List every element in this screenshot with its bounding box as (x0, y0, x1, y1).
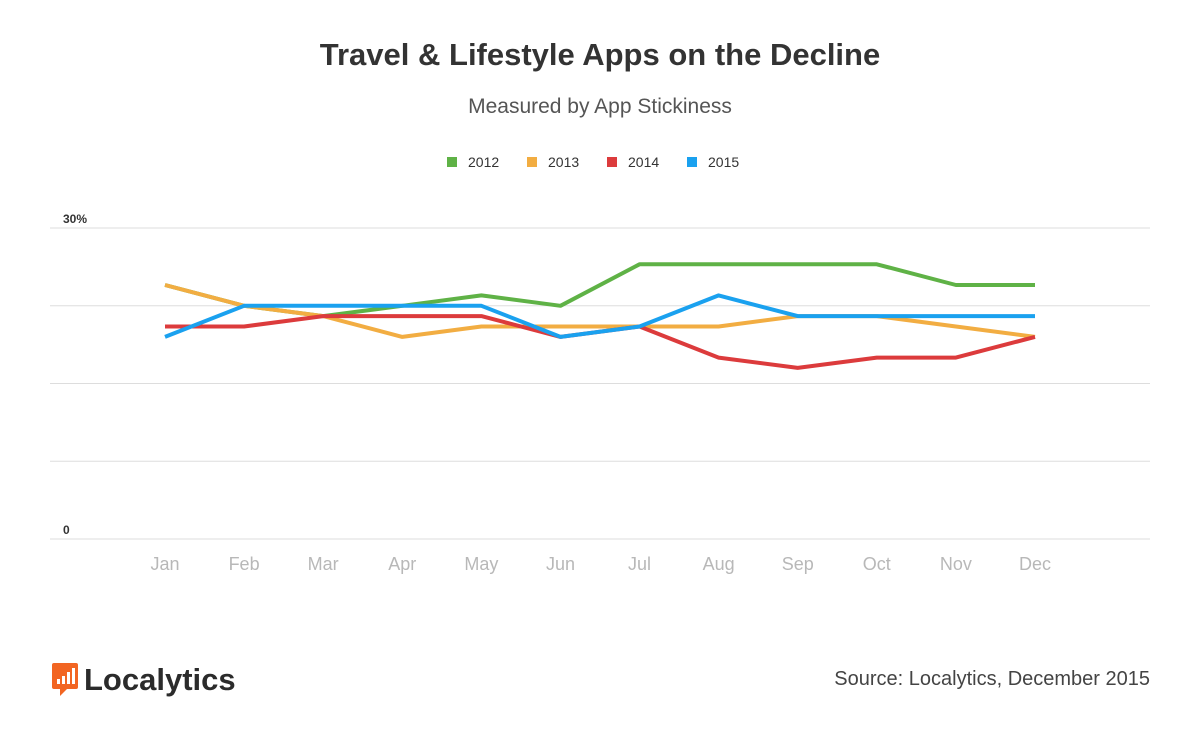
chart-title: Travel & Lifestyle Apps on the Decline (320, 37, 880, 72)
series-lines (164, 262, 1036, 370)
x-axis: Jan Feb Mar Apr May Jun Jul Aug Sep Oct Nov Dec (150, 554, 1051, 574)
legend-swatch (527, 157, 537, 167)
x-tick-label: Jun (546, 554, 575, 574)
x-tick-label: Jan (150, 554, 179, 574)
y-tick-label: 0 (63, 523, 70, 537)
series-line-2015 (164, 293, 1035, 339)
x-tick-label: Oct (863, 554, 891, 574)
legend-item-2013: 2013 (527, 154, 579, 170)
legend-swatch (607, 157, 617, 167)
legend: 2012 2013 2014 2015 (447, 154, 739, 170)
legend-item-2015: 2015 (687, 154, 739, 170)
source-note: Source: Localytics, December 2015 (834, 668, 1150, 690)
legend-item-2012: 2012 (447, 154, 499, 170)
series-line-2012 (164, 262, 1035, 319)
series-line-2014 (165, 314, 1036, 370)
localytics-logo-icon (52, 663, 78, 696)
x-tick-label: Apr (388, 554, 416, 574)
legend-label: 2014 (628, 154, 659, 170)
y-axis: 30% 0 (63, 212, 87, 537)
brand-logo: Localytics (52, 662, 236, 697)
x-tick-label: May (464, 554, 498, 574)
series-line-2013 (164, 283, 1036, 339)
brand-name: Localytics (84, 662, 236, 697)
x-tick-label: Sep (782, 554, 814, 574)
legend-swatch (687, 157, 697, 167)
x-tick-label: Mar (308, 554, 339, 574)
legend-label: 2013 (548, 154, 579, 170)
legend-label: 2012 (468, 154, 499, 170)
grid (50, 227, 1150, 540)
x-tick-label: Jul (628, 554, 651, 574)
y-tick-label: 30% (63, 212, 87, 226)
legend-item-2014: 2014 (607, 154, 659, 170)
legend-swatch (447, 157, 457, 167)
x-tick-label: Feb (229, 554, 260, 574)
x-tick-label: Aug (703, 554, 735, 574)
x-tick-label: Dec (1019, 554, 1051, 574)
x-tick-label: Nov (940, 554, 972, 574)
chart-subtitle: Measured by App Stickiness (468, 95, 732, 118)
legend-label: 2015 (708, 154, 739, 170)
